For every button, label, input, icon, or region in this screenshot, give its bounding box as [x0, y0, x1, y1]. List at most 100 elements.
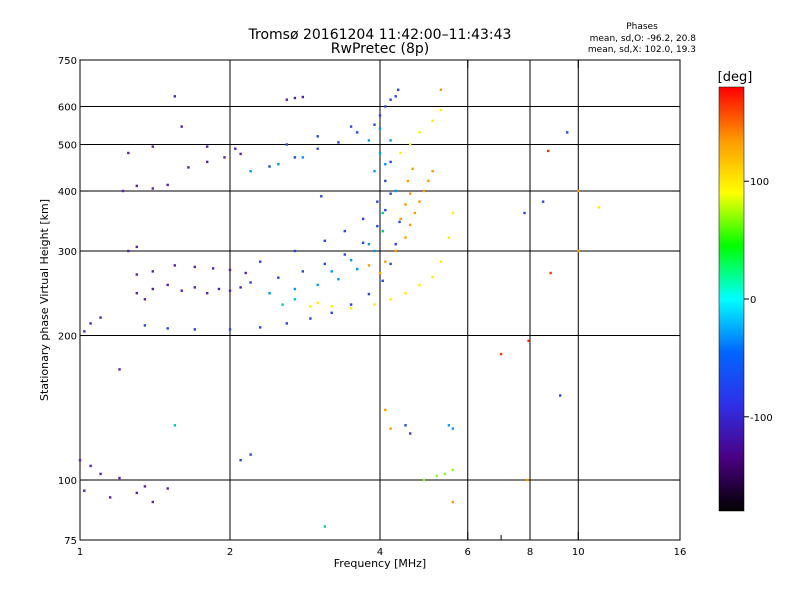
data-point [378, 127, 382, 130]
data-point [422, 189, 426, 193]
phase-box-title: Phases [626, 22, 658, 32]
data-point [389, 298, 392, 301]
data-point [349, 125, 353, 128]
data-point [206, 145, 209, 148]
data-point [422, 478, 426, 482]
data-point [406, 179, 410, 183]
x-tick-label: 6 [465, 547, 471, 558]
data-point [349, 303, 353, 306]
data-point [337, 278, 340, 281]
data-point [373, 123, 376, 126]
data-point [523, 211, 526, 215]
x-tick-label: 16 [674, 547, 687, 558]
data-point [135, 184, 138, 188]
data-point [109, 496, 112, 499]
data-point [378, 271, 382, 275]
data-point [435, 474, 438, 478]
data-point [281, 303, 284, 306]
data-point [399, 151, 402, 155]
data-point [356, 267, 359, 271]
data-point [549, 271, 552, 275]
data-point [135, 245, 138, 249]
data-point [404, 424, 407, 427]
data-point [451, 500, 454, 504]
data-point [228, 289, 232, 292]
data-point [151, 270, 154, 273]
data-point [389, 262, 392, 266]
data-point [151, 500, 154, 504]
data-point [376, 224, 379, 228]
data-point [166, 283, 169, 287]
data-point [277, 163, 280, 166]
data-point [409, 432, 412, 435]
data-point [367, 264, 371, 267]
data-point [239, 459, 242, 462]
data-point [373, 303, 376, 306]
data-point [259, 260, 262, 263]
colorbar-label: [deg] [718, 70, 753, 85]
y-axis-label: Stationary phase Virtual Height [km] [38, 199, 51, 401]
data-point [381, 229, 384, 233]
data-point [83, 489, 86, 492]
data-point [439, 108, 443, 112]
data-point [173, 424, 176, 427]
phase-box-line2: mean, sd,X: 102.0, 19.3 [588, 45, 696, 55]
data-point [151, 187, 154, 190]
data-point [228, 328, 232, 331]
data-point [409, 143, 412, 146]
data-point [249, 170, 252, 173]
data-point [193, 328, 196, 331]
y-tick-label: 600 [58, 103, 77, 114]
data-point [378, 114, 382, 117]
data-point [404, 292, 407, 295]
data-point [320, 195, 323, 198]
data-point [309, 305, 312, 308]
data-point [343, 253, 346, 256]
data-point [373, 249, 376, 253]
data-point [316, 283, 319, 287]
data-point [431, 170, 434, 173]
data-point [418, 283, 421, 287]
y-tick-label: 200 [58, 332, 77, 343]
chart-title: Tromsø 20161204 11:42:00–11:43:43 [248, 27, 512, 43]
data-point [349, 307, 353, 310]
data-point [376, 200, 379, 203]
data-point [349, 259, 353, 262]
data-point [285, 143, 288, 146]
data-point [323, 525, 326, 528]
data-point [384, 408, 387, 412]
phase-box-line1: mean, sd,O: -96.2, 20.8 [590, 34, 697, 44]
data-point [381, 211, 384, 215]
data-point [301, 270, 304, 273]
data-point [151, 145, 154, 148]
data-point [404, 203, 407, 206]
data-point [389, 192, 392, 195]
data-point [211, 267, 215, 270]
data-point [409, 223, 412, 227]
data-point [127, 249, 130, 253]
data-point [394, 189, 397, 193]
data-point [99, 472, 102, 476]
data-point [399, 217, 402, 221]
data-point [166, 327, 169, 330]
data-point [439, 88, 443, 91]
data-point [389, 98, 392, 101]
data-point [323, 262, 326, 266]
data-point [397, 88, 400, 91]
data-point [285, 98, 288, 101]
data-point [447, 236, 451, 239]
data-point [384, 260, 387, 263]
data-point [337, 141, 340, 144]
data-point [427, 179, 430, 183]
data-point [384, 105, 387, 108]
data-point [451, 427, 454, 430]
data-point [404, 236, 407, 239]
y-tick-label: 75 [64, 536, 77, 547]
y-tick-label: 400 [58, 187, 77, 198]
data-point [526, 478, 529, 482]
data-point [293, 287, 297, 291]
data-point [121, 189, 125, 193]
data-point [577, 189, 580, 193]
data-point [234, 147, 237, 150]
